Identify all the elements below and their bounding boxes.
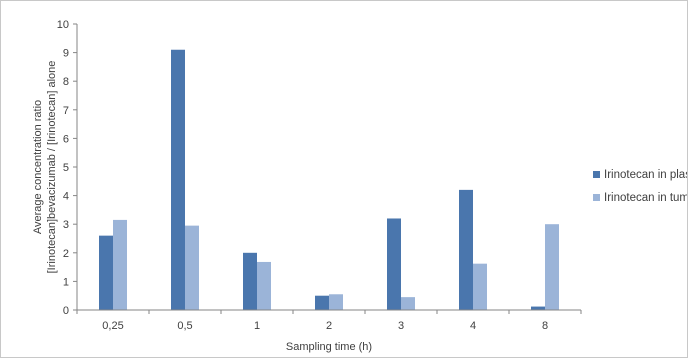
bar [243,252,257,310]
bar [473,263,487,310]
x-tick-label: 0,25 [102,320,123,332]
bar [545,224,559,310]
x-axis-title: Sampling time (h) [286,341,372,353]
bar [113,219,127,310]
x-tick-label: 1 [254,320,260,332]
x-tick-label: 4 [470,320,476,332]
y-axis: 0 1 2 3 4 5 6 7 8 9 10 [57,19,78,317]
legend-label: Irinotecan in tumor [604,192,687,204]
bar [99,235,113,310]
y-tick-label: 6 [63,133,69,145]
y-tick-label: 9 [63,48,69,60]
y-tick-label: 8 [63,76,69,88]
bar [257,261,271,310]
y-tick-label: 10 [57,19,69,31]
y-axis-title-line-2: [Irinotecan]bevacizumab / [Irinotecan] a… [46,61,58,274]
y-tick-label: 0 [63,305,69,317]
bar [401,297,415,310]
legend-swatch [593,171,600,178]
legend-swatch [593,194,600,201]
bar [387,218,401,310]
y-tick-label: 4 [63,191,69,203]
legend-label: Irinotecan in plasma [604,169,687,181]
y-axis-title: Average concentration ratio [Irinotecan]… [32,61,58,274]
y-tick-label: 1 [63,276,69,288]
bar [329,294,343,310]
bar [459,189,473,310]
y-tick-label: 5 [63,162,69,174]
bar [315,295,329,310]
x-tick-label: 3 [398,320,404,332]
y-tick-label: 7 [63,105,69,117]
bar [531,306,545,310]
bar [185,225,199,310]
bar [171,49,185,311]
x-axis: 0,25 0,5 1 2 3 4 8 [76,309,582,332]
legend: Irinotecan in plasma Irinotecan in tumor [593,169,687,204]
y-axis-title-line-1: Average concentration ratio [32,100,44,234]
y-tick-label: 2 [63,248,69,260]
y-tick-label: 3 [63,219,69,231]
x-tick-label: 0,5 [177,320,192,332]
x-tick-label: 8 [542,320,548,332]
x-tick-label: 2 [326,320,332,332]
bars [99,49,559,311]
